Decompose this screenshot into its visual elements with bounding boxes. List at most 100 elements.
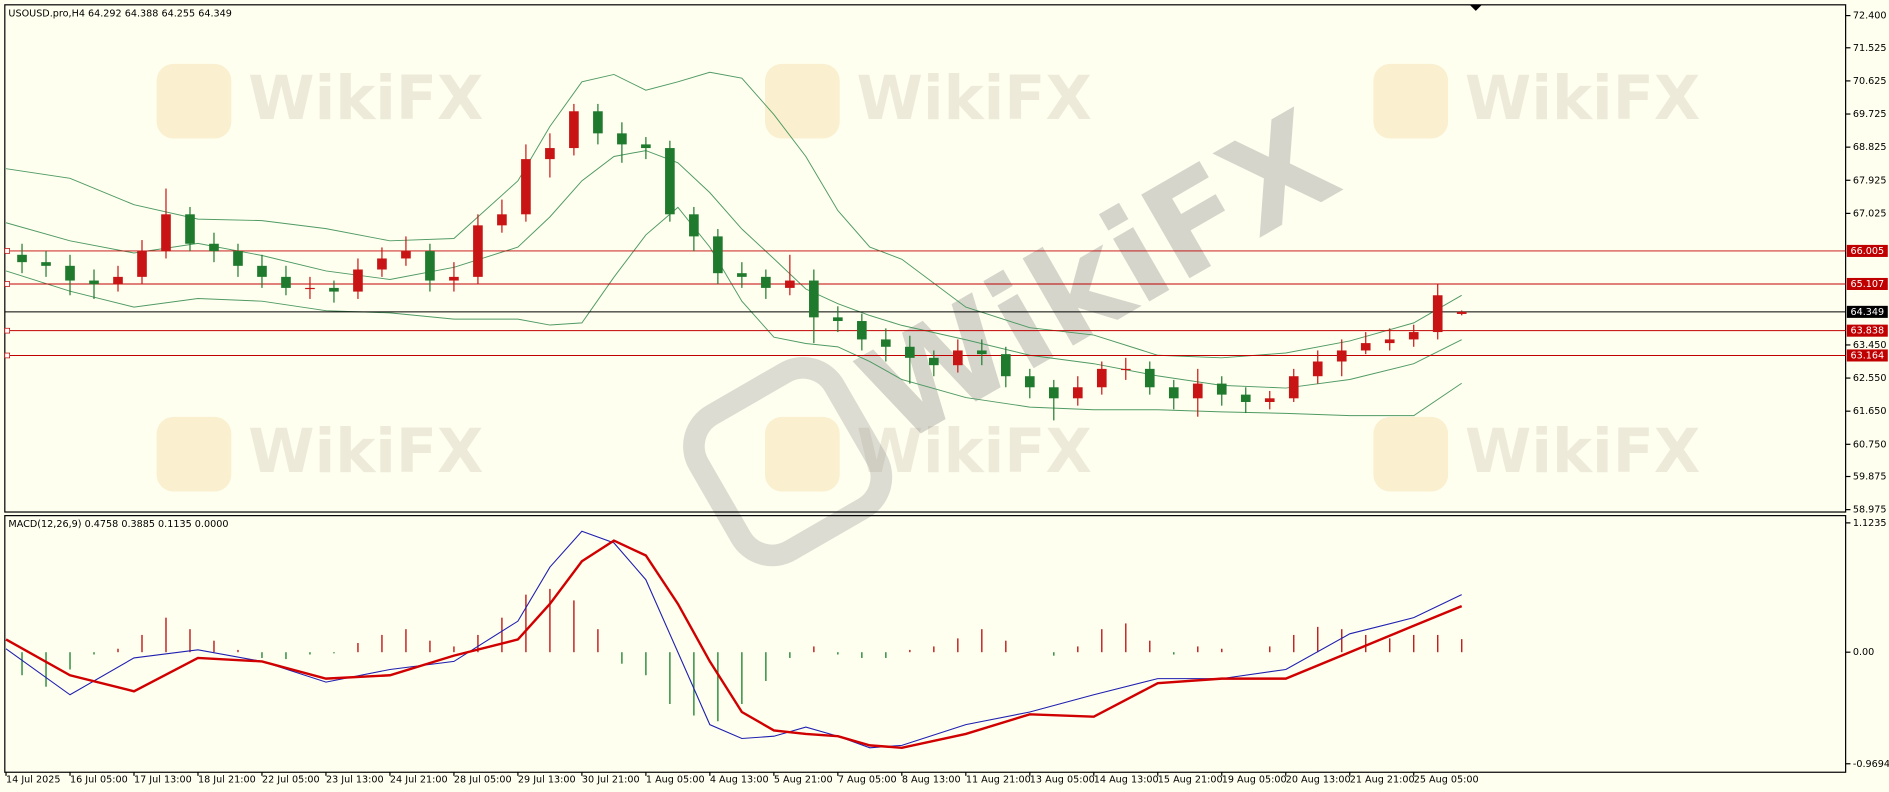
- watermark-icon: [156, 416, 232, 492]
- candle-body: [881, 339, 891, 347]
- watermark: WikiFX: [248, 64, 483, 134]
- watermark: WikiFX: [1465, 417, 1700, 487]
- x-tick-label: 24 Jul 21:00: [390, 774, 448, 785]
- main-panel-border: [4, 4, 1847, 513]
- candle-body: [65, 265, 75, 281]
- candle-body: [857, 321, 867, 340]
- candle-body: [641, 144, 651, 149]
- y-tick-label: 63.450: [1853, 340, 1887, 351]
- candle-body: [617, 133, 627, 145]
- candle-body: [233, 251, 243, 266]
- x-tick-label: 21 Aug 21:00: [1350, 774, 1415, 785]
- level-handle: [4, 248, 10, 254]
- watermark-icon: [764, 63, 840, 139]
- x-tick-label: 17 Jul 13:00: [134, 774, 192, 785]
- macd-title: MACD(12,26,9) 0.4758 0.3885 0.1135 0.000…: [8, 519, 228, 530]
- x-tick-label: 13 Aug 05:00: [1030, 774, 1095, 785]
- candle-body: [713, 236, 723, 274]
- x-tick-label: 22 Jul 05:00: [262, 774, 320, 785]
- level-handle: [4, 352, 10, 359]
- last-price-box: [1846, 305, 1888, 318]
- level-label-box: [1846, 244, 1888, 257]
- candle-body: [113, 276, 123, 285]
- y-tick-label: 71.525: [1853, 43, 1887, 54]
- candle-body: [329, 287, 339, 292]
- x-tick-label: 5 Aug 21:00: [774, 774, 833, 785]
- y-tick-label: 72.400: [1853, 11, 1887, 22]
- candle-body: [41, 262, 51, 266]
- x-tick-label: 1 Aug 05:00: [646, 774, 705, 785]
- candle-body: [17, 254, 27, 263]
- candle-body: [257, 265, 267, 277]
- candle-body: [905, 346, 915, 358]
- candle-body: [976, 350, 987, 355]
- candle-body: [353, 269, 363, 292]
- x-tick-label: 28 Jul 05:00: [454, 774, 512, 785]
- candle-body: [137, 251, 147, 277]
- candle-body: [497, 214, 507, 226]
- candle-body: [593, 111, 603, 134]
- y-tick-label: 69.725: [1853, 109, 1887, 120]
- candle-body: [665, 148, 675, 215]
- x-tick-label: 15 Aug 21:00: [1158, 774, 1223, 785]
- candle-body: [377, 258, 387, 270]
- candle-body: [1432, 295, 1443, 333]
- watermark-icon: [683, 357, 893, 567]
- candle-body: [689, 214, 699, 237]
- x-tick-label: 20 Aug 13:00: [1286, 774, 1351, 785]
- watermark-icon: [764, 416, 840, 492]
- watermark: WikiFX: [857, 64, 1092, 134]
- candle-body: [1168, 387, 1179, 399]
- candle-body: [1264, 398, 1275, 402]
- candle-body: [953, 350, 963, 366]
- y-tick-label: 68.825: [1853, 142, 1887, 153]
- x-tick-label: 25 Aug 05:00: [1414, 774, 1479, 785]
- candle-body: [1216, 383, 1227, 395]
- candle-body: [401, 251, 411, 259]
- candle-body: [1336, 350, 1347, 362]
- x-tick-label: 18 Jul 21:00: [198, 774, 256, 785]
- candle-body: [833, 317, 843, 322]
- x-tick-label: 29 Jul 13:00: [518, 774, 576, 785]
- macd-line: [5, 530, 1462, 749]
- x-tick-label: 23 Jul 13:00: [326, 774, 384, 785]
- candle-body: [1072, 387, 1083, 399]
- candle-body: [569, 111, 579, 149]
- x-tick-label: 30 Jul 21:00: [582, 774, 640, 785]
- macd-panel-border: [4, 515, 1847, 773]
- last-price-label: 64.349: [1850, 307, 1884, 318]
- candle-body: [161, 214, 171, 252]
- y-tick-label: 59.875: [1853, 472, 1887, 483]
- level-handle: [4, 327, 10, 334]
- candle-body: [1000, 354, 1011, 377]
- candle-body: [89, 280, 99, 285]
- watermark: WikiFX: [248, 417, 483, 487]
- x-tick-label: 11 Aug 21:00: [966, 774, 1031, 785]
- candle-body: [929, 357, 939, 366]
- watermark-icon: [156, 63, 232, 139]
- candle-body: [1240, 394, 1251, 402]
- candle-body: [1384, 339, 1395, 344]
- candle-body: [761, 276, 771, 288]
- x-tick-label: 4 Aug 13:00: [710, 774, 769, 785]
- candle-body: [737, 273, 747, 277]
- candle-body: [1120, 368, 1131, 371]
- candle-body: [473, 225, 483, 277]
- candle-body: [809, 280, 819, 318]
- y-tick-label: -0.9694: [1853, 759, 1889, 770]
- y-tick-label: 1.1235: [1853, 518, 1887, 529]
- candle-body: [1144, 368, 1155, 388]
- candle-body: [425, 251, 435, 281]
- y-tick-label: 60.750: [1853, 439, 1887, 450]
- candle-body: [1360, 343, 1371, 351]
- signal-line: [5, 539, 1463, 750]
- candle-body: [1456, 311, 1467, 314]
- candle-body: [1048, 387, 1059, 399]
- y-tick-label: 70.625: [1853, 76, 1887, 87]
- level-label: 63.838: [1850, 326, 1884, 337]
- y-tick-label: 67.025: [1853, 208, 1887, 219]
- candle-body: [185, 214, 195, 244]
- y-tick-label: 58.975: [1853, 505, 1887, 516]
